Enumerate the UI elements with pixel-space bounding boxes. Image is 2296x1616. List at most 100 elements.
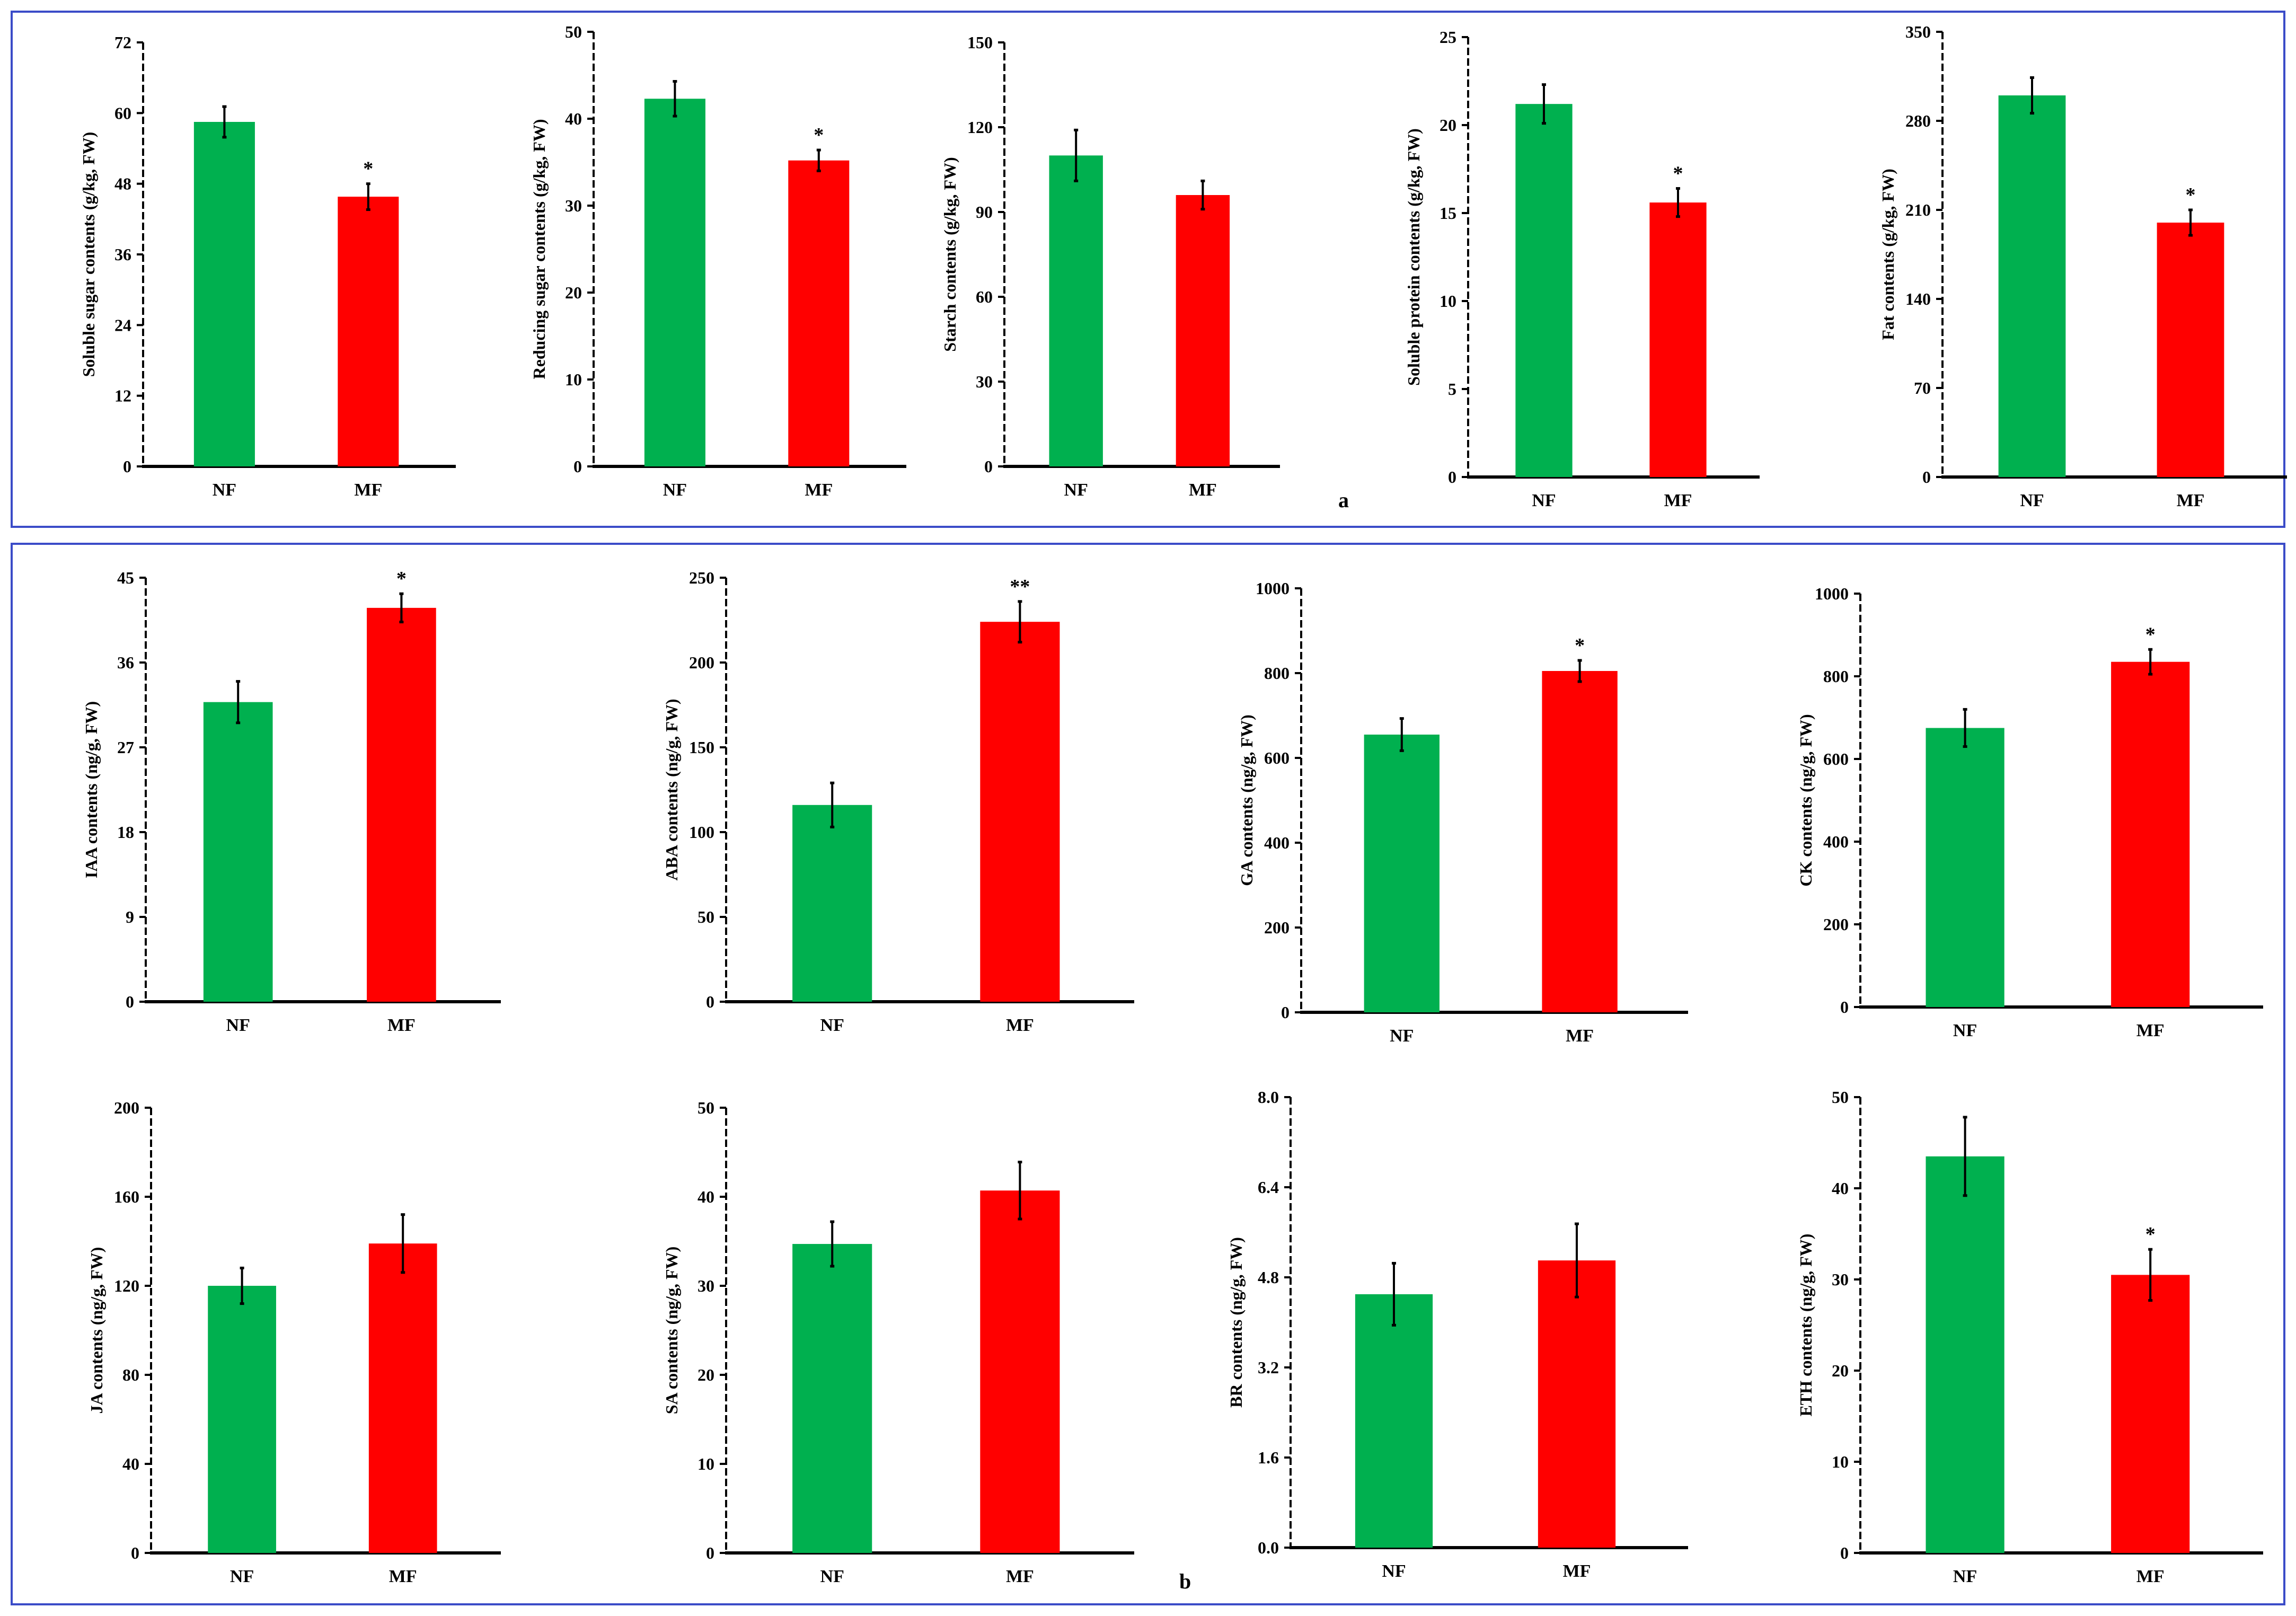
bar-mf: [2111, 1275, 2190, 1553]
bar-nf: [193, 122, 255, 466]
x-tick-label: NF: [226, 1015, 250, 1035]
y-tick-label: 4.8: [1258, 1268, 1279, 1287]
y-tick-label: 120: [114, 1276, 139, 1295]
y-tick-label: 800: [1264, 664, 1290, 683]
chart-br: BR contents (ng/g, FW) 0.0 1.6 3.2 4.8 6.4 8.0…: [1226, 1088, 1688, 1581]
x-tick-label: NF: [1953, 1021, 1977, 1040]
y-axis-label: Soluble protein contents (g/kg, FW): [1404, 128, 1423, 386]
y-tick-label: 0: [1448, 467, 1456, 487]
y-axis-label: Reducing sugar contents (g/kg, FW): [529, 119, 549, 379]
y-axis-label: ABA contents (ng/g, FW): [662, 699, 681, 880]
x-tick-label: NF: [1382, 1561, 1406, 1581]
y-tick-label: 8.0: [1258, 1088, 1279, 1107]
x-tick-label: NF: [663, 480, 687, 500]
bar-mf: [1538, 1260, 1616, 1548]
y-tick-label: 120: [967, 118, 993, 137]
y-tick-label: 400: [1823, 832, 1849, 851]
y-axis-label: SA contents (ng/g, FW): [662, 1247, 681, 1414]
significance-mark: *: [363, 158, 373, 180]
y-tick-label: 100: [689, 823, 714, 842]
bar-mf: [368, 1243, 437, 1553]
x-tick-label: NF: [1953, 1567, 1977, 1586]
y-tick-label: 250: [689, 568, 714, 587]
x-tick-label: MF: [2177, 491, 2205, 510]
significance-mark: *: [2145, 623, 2156, 646]
bar-nf: [1926, 1156, 2004, 1553]
x-tick-label: MF: [1006, 1567, 1034, 1586]
y-tick-label: 0: [1922, 467, 1931, 487]
bar-mf: [2157, 223, 2224, 477]
y-tick-label: 40: [697, 1187, 714, 1206]
significance-mark: **: [1010, 576, 1030, 598]
significance-mark: *: [396, 568, 407, 590]
bar-nf: [203, 702, 273, 1002]
y-tick-label: 15: [1440, 204, 1456, 223]
y-tick-label: 160: [114, 1187, 139, 1206]
chart-reducing-sugar: Reducing sugar contents (g/kg, FW) 0 10 20 3…: [529, 22, 906, 500]
significance-mark: *: [814, 124, 824, 146]
bar-mf: [1649, 202, 1707, 478]
x-tick-label: MF: [354, 480, 382, 500]
y-tick-label: 40: [1832, 1179, 1849, 1198]
x-tick-label: NF: [1064, 480, 1088, 500]
y-tick-label: 0.0: [1258, 1538, 1279, 1557]
bar-mf: [338, 197, 399, 466]
y-tick-label: 600: [1264, 748, 1290, 767]
y-tick-label: 1000: [1256, 579, 1290, 598]
y-axis-label: ETH contents (ng/g, FW): [1796, 1234, 1815, 1417]
significance-mark: *: [1575, 634, 1585, 657]
x-tick-label: NF: [1532, 491, 1556, 510]
x-tick-label: NF: [2020, 491, 2044, 510]
bar-nf: [792, 805, 872, 1002]
y-tick-label: 20: [1440, 116, 1456, 135]
y-tick-label: 48: [114, 174, 131, 193]
y-tick-label: 140: [1905, 289, 1931, 308]
y-tick-label: 20: [697, 1365, 714, 1384]
bar-nf: [644, 99, 705, 466]
y-tick-label: 1000: [1815, 584, 1849, 603]
y-tick-label: 5: [1448, 379, 1456, 399]
panel-a-frame: [11, 11, 2285, 528]
y-axis-label: IAA contents (ng/g, FW): [82, 701, 101, 878]
y-tick-label: 0: [706, 1543, 714, 1562]
y-tick-label: 0: [706, 992, 714, 1011]
y-tick-label: 3.2: [1258, 1358, 1279, 1377]
y-tick-label: 72: [114, 33, 131, 52]
y-tick-label: 10: [565, 370, 582, 389]
chart-fat: Fat contents (g/kg, FW) 0 70 140 210 280 350 NF…: [1878, 22, 2287, 510]
y-tick-label: 24: [114, 315, 131, 334]
y-tick-label: 210: [1905, 200, 1931, 219]
bar-nf: [208, 1286, 276, 1553]
y-axis-label: GA contents (ng/g, FW): [1237, 714, 1256, 886]
y-tick-label: 60: [114, 103, 131, 122]
y-axis-label: Fat contents (g/kg, FW): [1878, 169, 1897, 340]
x-tick-label: MF: [805, 480, 833, 500]
y-axis-label: JA contents (ng/g, FW): [87, 1247, 106, 1414]
bar-mf: [367, 607, 436, 1002]
y-tick-label: 10: [1440, 292, 1456, 311]
y-axis-label: Soluble sugar contents (g/kg, FW): [79, 132, 98, 377]
significance-mark: *: [2186, 184, 2196, 206]
y-tick-label: 10: [1832, 1452, 1849, 1471]
x-tick-label: MF: [1189, 480, 1217, 500]
bar-mf: [2111, 661, 2190, 1007]
bar-nf: [1926, 728, 2004, 1007]
y-tick-label: 50: [1832, 1088, 1849, 1107]
y-tick-label: 0: [126, 992, 134, 1011]
y-tick-label: 1.6: [1258, 1448, 1279, 1467]
y-tick-label: 60: [976, 287, 993, 306]
x-tick-label: MF: [387, 1015, 416, 1035]
y-tick-label: 400: [1264, 833, 1290, 852]
bar-mf: [980, 622, 1060, 1002]
y-tick-label: 200: [1823, 915, 1849, 934]
x-tick-label: MF: [2136, 1021, 2165, 1040]
chart-ck: CK contents (ng/g, FW) 0 200 400 600 800 1000 N…: [1796, 584, 2263, 1040]
y-tick-label: 45: [117, 568, 134, 587]
y-tick-label: 350: [1905, 22, 1931, 41]
chart-eth: ETH contents (ng/g, FW) 0 10 20 30 40 50 NF MF *: [1796, 1088, 2263, 1586]
chart-soluble-sugar: Soluble sugar contents (g/kg, FW) 0 12 24 36…: [79, 33, 456, 500]
y-tick-label: 600: [1823, 749, 1849, 769]
chart-soluble-protein: Soluble protein contents (g/kg, FW) 0 5 10 1…: [1404, 28, 1760, 510]
y-tick-label: 6.4: [1258, 1178, 1279, 1197]
chart-iaa: IAA contents (ng/g, FW) 0 9 18 27 36 45 NF MF *: [82, 568, 501, 1035]
